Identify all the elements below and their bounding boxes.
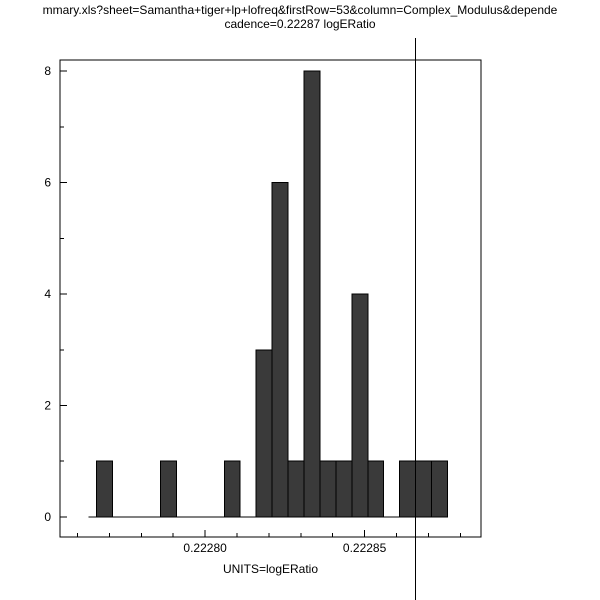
histogram-bar: [271, 182, 289, 518]
x-axis-label: UNITS=logERatio: [223, 562, 318, 576]
histogram-bar: [367, 460, 385, 518]
histogram-bar: [303, 70, 321, 518]
histogram-bar: [96, 460, 114, 518]
y-tick-label: 8: [44, 64, 51, 78]
histogram-bar: [399, 460, 417, 518]
y-tick-label: 0: [44, 510, 51, 524]
y-tick-label: 2: [44, 398, 51, 412]
histogram-bar: [351, 293, 369, 518]
histogram-bar: [223, 460, 241, 518]
plot-box: [59, 59, 482, 538]
histogram-bar: [287, 460, 305, 518]
x-tick-label: 0.22280: [183, 541, 227, 555]
histogram-bar: [255, 349, 273, 518]
histogram-bar: [431, 460, 449, 518]
histogram-bar: [335, 460, 353, 518]
x-tick-label: 0.22285: [343, 541, 387, 555]
y-tick-label: 4: [44, 287, 51, 301]
y-tick-label: 6: [44, 176, 51, 190]
histogram-bar: [415, 460, 433, 518]
histogram-bar: [159, 460, 177, 518]
histogram-bar: [319, 460, 337, 518]
